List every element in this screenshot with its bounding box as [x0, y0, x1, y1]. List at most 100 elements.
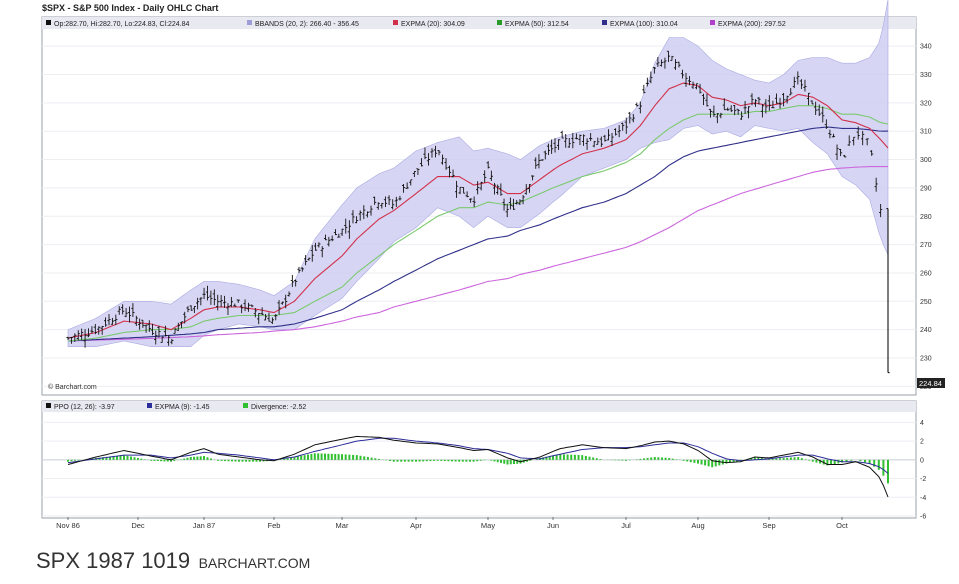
price-ohlc-bar — [114, 314, 118, 326]
x-tick-label: Feb — [268, 521, 281, 530]
price-ohlc-bar — [796, 71, 800, 85]
price-ohlc-bar — [90, 326, 94, 334]
price-y-tick-label: 230 — [920, 355, 932, 362]
ppo-panel: PPO (12, 26): -3.97 EXPMA (9): -1.45 Div… — [41, 400, 926, 521]
ppo-gridlines — [42, 421, 916, 517]
price-ohlc-bar — [666, 50, 671, 63]
price-ohlc-bar — [347, 220, 351, 239]
price-ohlc-bar — [233, 303, 237, 307]
price-ohlc-bar — [365, 211, 370, 218]
x-tick-label: Sep — [762, 521, 775, 530]
price-ohlc-bar — [814, 101, 818, 116]
price-ohlc-bar — [596, 137, 600, 145]
price-ohlc-bar — [879, 204, 883, 218]
ppo-legend-bar — [42, 401, 916, 412]
price-ohlc-bar — [831, 133, 836, 138]
price-ohlc-bar — [486, 161, 490, 169]
ppo-y-tick-label: -2 — [920, 476, 926, 483]
ema50-line — [67, 105, 889, 342]
price-ohlc-bar — [216, 294, 220, 311]
price-ohlc-bar — [358, 210, 362, 221]
price-ohlc-bar — [124, 308, 128, 318]
price-ohlc-bar — [663, 57, 667, 69]
price-ohlc-bar — [401, 184, 406, 193]
chart-title: $SPX - S&P 500 Index - Daily OHLC Chart — [42, 3, 218, 13]
price-ohlc-bar — [412, 171, 416, 178]
price-ohlc-bar — [567, 137, 571, 148]
price-ohlc-bar — [550, 139, 554, 154]
ema20-legend: EXPMA (20): 304.09 — [401, 21, 465, 28]
ohlc-legend-swatch — [46, 20, 51, 25]
price-ohlc-bar — [726, 107, 730, 111]
price-y-tick-label: 280 — [920, 214, 932, 221]
price-ohlc-bar — [405, 182, 409, 189]
price-ohlc-bar — [722, 98, 726, 111]
price-ohlc-bar — [592, 140, 596, 148]
price-ohlc-bar — [659, 59, 664, 67]
price-ohlc-bar — [253, 308, 257, 318]
price-ohlc-bar — [97, 326, 101, 335]
price-indicator-lines — [67, 82, 889, 342]
price-ohlc-bar — [564, 134, 568, 148]
price-ohlc-bar — [451, 169, 455, 178]
price-ohlc-bar — [740, 111, 744, 120]
price-ohlc-bar — [160, 336, 164, 343]
price-ohlc-bar — [320, 246, 324, 258]
price-ohlc-bar — [472, 196, 476, 208]
price-ohlc-bar — [426, 153, 431, 166]
price-ohlc-bar — [257, 313, 261, 325]
price-ohlc-bar — [300, 267, 304, 272]
ppo-y-tick-label: -4 — [920, 495, 926, 502]
price-ohlc-bar — [496, 184, 500, 195]
price-ohlc-bar — [323, 234, 328, 241]
price-ohlc-bar — [803, 79, 807, 92]
price-ohlc-bar — [192, 306, 196, 314]
price-y-tick-label: 250 — [920, 299, 932, 306]
price-ohlc-bar — [170, 338, 174, 345]
price-ohlc-bar — [144, 324, 148, 333]
price-ohlc-bar — [380, 202, 384, 209]
x-tick-label: Oct — [836, 521, 849, 530]
price-ohlc-bar — [743, 100, 747, 115]
price-ohlc-bar — [581, 134, 586, 146]
ppo-y-tick-label: 2 — [920, 439, 924, 446]
price-ohlc-bar — [508, 197, 512, 210]
price-ohlc-bar — [515, 200, 519, 205]
caption: SPX 1987 1019 BARCHART.COM — [36, 548, 310, 574]
price-ohlc-bar — [821, 106, 825, 123]
price-ohlc-bar — [729, 105, 733, 112]
price-ohlc-bar — [560, 130, 564, 139]
price-ohlc-bar — [691, 81, 695, 89]
price-ohlc-bar — [280, 301, 284, 305]
price-ohlc-bar — [701, 93, 706, 106]
price-ohlc-bar — [383, 196, 388, 207]
price-ohlc-bar — [492, 182, 497, 195]
price-ohlc-bar — [656, 56, 660, 67]
price-ohlc-bar — [243, 299, 247, 312]
price-ohlc-bar — [212, 289, 216, 306]
price-ohlc-bar — [290, 274, 294, 287]
price-ohlc-bar — [571, 132, 575, 149]
price-ohlc-bar — [394, 196, 398, 207]
last-price-tag: 224.84 — [919, 379, 942, 388]
ema100-legend-swatch — [602, 20, 607, 25]
price-ohlc-bar — [856, 126, 860, 140]
price-ohlc-bar — [147, 320, 151, 332]
price-ohlc-bar — [297, 266, 301, 273]
price-ohlc-bar — [186, 306, 190, 313]
ema20-line — [67, 82, 889, 339]
bbands-legend-swatch — [247, 20, 252, 25]
price-y-tick-label: 290 — [920, 185, 932, 192]
price-ohlc-bar — [176, 322, 180, 332]
price-ohlc-bar — [107, 314, 111, 326]
price-ohlc-bar — [458, 186, 462, 195]
watermark: © Barchart.com — [48, 383, 97, 391]
price-ohlc-bar — [337, 233, 341, 238]
price-ohlc-bar — [799, 79, 804, 90]
price-ohlc-bar — [505, 203, 509, 218]
price-ohlc-bar — [304, 255, 308, 266]
ppo-y-tick-label: 0 — [920, 457, 924, 464]
price-ohlc-bar — [760, 104, 765, 118]
ppo-lines — [67, 435, 889, 498]
price-ohlc-bar — [621, 122, 625, 131]
